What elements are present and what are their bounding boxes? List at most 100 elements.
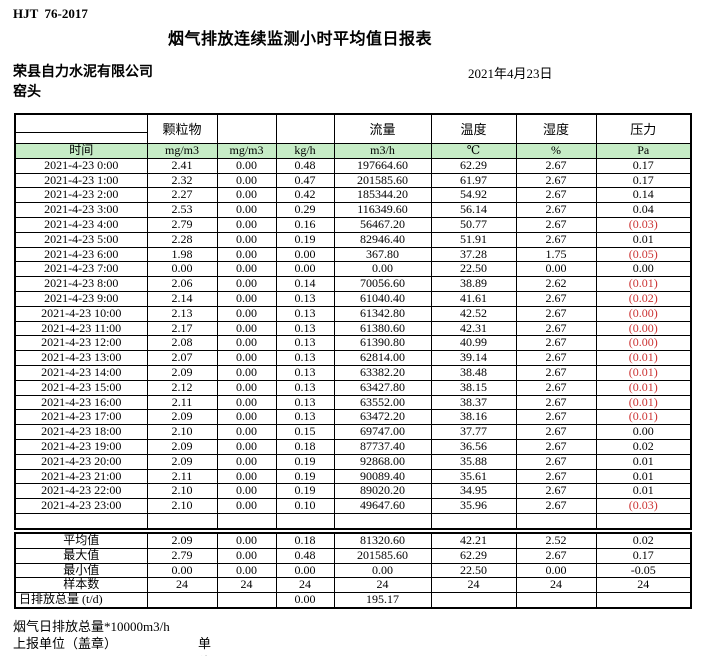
value-cell: (0.00) (595, 305, 692, 322)
value-cell: -0.05 (595, 562, 692, 579)
monitoring-point: 窑头 (13, 85, 41, 100)
value-cell: 0.19 (275, 453, 335, 470)
value-cell: 2.67 (515, 453, 597, 470)
value-cell: 2.27 (146, 187, 218, 204)
value-cell (430, 592, 517, 609)
value-cell: 22.50 (430, 562, 517, 579)
value-cell: 0.00 (216, 562, 277, 579)
value-cell: 2.08 (146, 335, 218, 352)
table-row: 2021-4-23 23:00 2.10 0.00 0.10 49647.60 35.96… (14, 498, 692, 514)
value-cell: 42.52 (430, 305, 517, 322)
table-row: 2021-4-23 19:00 2.09 0.00 0.18 87737.40 36.56… (14, 438, 692, 455)
time-cell: 2021-4-23 1:00 (14, 172, 148, 189)
company-name: 荣县自力水泥有限公司 (13, 65, 153, 80)
value-cell: 2.67 (515, 379, 597, 396)
value-cell: 2.12 (146, 379, 218, 396)
value-cell: 0.13 (275, 379, 335, 396)
col-header-percent: % (515, 143, 597, 159)
value-cell: 2.09 (146, 453, 218, 470)
header-blank-bottom-cell (14, 132, 148, 144)
value-cell: 2.10 (146, 483, 218, 500)
value-cell: 1.75 (515, 246, 597, 263)
value-cell: 40.99 (430, 335, 517, 352)
value-cell: 38.48 (430, 364, 517, 381)
value-cell: 2.11 (146, 394, 218, 411)
value-cell: 87737.40 (333, 438, 432, 455)
flow-total-note: 烟气日排放总量*10000m3/h (13, 619, 170, 634)
time-cell: 2021-4-23 5:00 (14, 231, 148, 248)
value-cell: 61342.80 (333, 305, 432, 322)
time-cell: 2021-4-23 13:00 (14, 350, 148, 366)
value-cell: 0.00 (146, 261, 218, 278)
table-row: 2021-4-23 8:00 2.06 0.00 0.14 70056.60 38.89 2… (14, 276, 692, 292)
value-cell: 2.10 (146, 424, 218, 440)
value-cell: 2.07 (146, 350, 218, 366)
table-row: 2021-4-23 9:00 2.14 0.00 0.13 61040.40 41.61 2… (14, 290, 692, 307)
value-cell: 0.00 (216, 202, 277, 218)
value-cell (333, 512, 432, 530)
value-cell: 0.00 (333, 562, 432, 579)
report-title: 烟气排放连续监测小时平均值日报表 (168, 31, 433, 48)
value-cell: (0.05) (595, 246, 692, 263)
value-cell: (0.01) (595, 394, 692, 411)
value-cell: 0.42 (275, 187, 335, 204)
value-cell: 0.00 (216, 532, 277, 549)
time-cell: 2021-4-23 4:00 (14, 216, 148, 233)
value-cell (595, 592, 692, 609)
value-cell: 0.19 (275, 231, 335, 248)
value-cell (216, 592, 277, 609)
value-cell: 34.95 (430, 483, 517, 500)
value-cell: 0.00 (216, 290, 277, 307)
value-cell: 0.00 (275, 562, 335, 579)
header-group-row: 颗粒物 流量 温度 湿度 压力 (14, 113, 692, 144)
value-cell: 63552.00 (333, 394, 432, 411)
value-cell: 0.01 (595, 468, 692, 485)
value-cell: 35.88 (430, 453, 517, 470)
value-cell: 2.62 (515, 276, 597, 292)
value-cell: (0.01) (595, 364, 692, 381)
value-cell: 2.67 (515, 231, 597, 248)
table-row: 2021-4-23 22:00 2.10 0.00 0.19 89020.20 34.95… (14, 483, 692, 500)
value-cell: 2.67 (515, 364, 597, 381)
value-cell: 0.00 (216, 305, 277, 322)
value-cell: 0.13 (275, 290, 335, 307)
value-cell: 63472.20 (333, 409, 432, 426)
value-cell: (0.01) (595, 409, 692, 426)
value-cell: 0.29 (275, 202, 335, 218)
value-cell: 0.14 (275, 276, 335, 292)
time-cell: 2021-4-23 18:00 (14, 424, 148, 440)
value-cell: 0.00 (216, 468, 277, 485)
value-cell: 0.00 (595, 424, 692, 440)
value-cell: 0.00 (216, 453, 277, 470)
header-group-temperature: 温度 (430, 113, 517, 144)
value-cell: 61.97 (430, 172, 517, 189)
header-group-pressure: 压力 (595, 113, 692, 144)
table-row: 2021-4-23 16:00 2.11 0.00 0.13 63552.00 38.37… (14, 394, 692, 411)
value-cell: 89020.20 (333, 483, 432, 500)
value-cell: 2.67 (515, 547, 597, 564)
value-cell: 35.61 (430, 468, 517, 485)
value-cell: 24 (595, 577, 692, 594)
value-cell: 0.00 (216, 246, 277, 263)
col-header-time: 时间 (14, 143, 148, 159)
value-cell: 0.00 (216, 335, 277, 352)
value-cell: 37.28 (430, 246, 517, 263)
summary-row: 最小值 0.00 0.00 0.00 0.00 22.50 0.00 -0.05 (14, 562, 692, 579)
value-cell: 0.00 (216, 379, 277, 396)
value-cell: 36.56 (430, 438, 517, 455)
value-cell: 35.96 (430, 498, 517, 514)
value-cell: 0.17 (595, 157, 692, 174)
header-group-flow: 流量 (333, 113, 432, 144)
value-cell: 2.13 (146, 305, 218, 322)
table-row: 2021-4-23 13:00 2.07 0.00 0.13 62814.00 39.14… (14, 350, 692, 366)
value-cell: 22.50 (430, 261, 517, 278)
value-cell: 2.67 (515, 320, 597, 337)
value-cell: 0.02 (595, 438, 692, 455)
value-cell: 0.48 (275, 547, 335, 564)
value-cell: 0.47 (275, 172, 335, 189)
value-cell: 63382.20 (333, 364, 432, 381)
time-cell: 2021-4-23 16:00 (14, 394, 148, 411)
value-cell: 0.00 (515, 562, 597, 579)
report-date: 2021年4月23日 (468, 66, 553, 81)
